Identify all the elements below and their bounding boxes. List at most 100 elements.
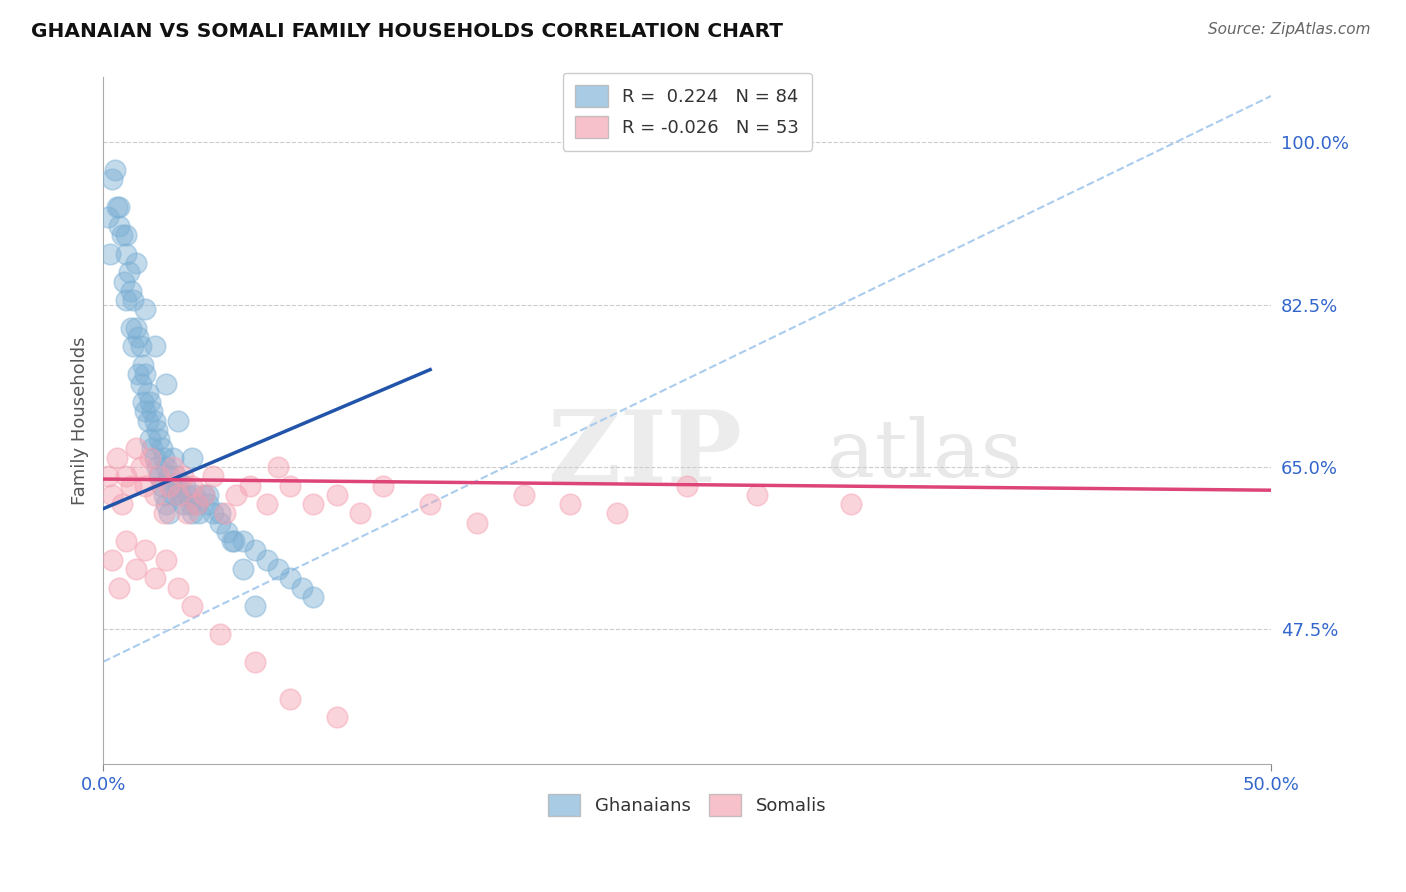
Point xyxy=(101,488,124,502)
Point xyxy=(197,488,219,502)
Point xyxy=(148,469,170,483)
Point xyxy=(132,358,155,372)
Point xyxy=(197,497,219,511)
Point xyxy=(179,497,201,511)
Point xyxy=(155,553,177,567)
Point xyxy=(183,488,205,502)
Point xyxy=(155,460,177,475)
Point xyxy=(180,507,202,521)
Point xyxy=(278,478,301,492)
Point xyxy=(122,293,145,307)
Point xyxy=(173,478,195,492)
Point xyxy=(125,321,148,335)
Point xyxy=(222,534,245,549)
Point xyxy=(167,581,190,595)
Point xyxy=(157,507,180,521)
Point xyxy=(373,478,395,492)
Point xyxy=(172,469,194,483)
Point xyxy=(157,478,180,492)
Point xyxy=(129,339,152,353)
Point xyxy=(127,330,149,344)
Point xyxy=(278,692,301,706)
Point xyxy=(150,478,173,492)
Point xyxy=(193,488,215,502)
Point xyxy=(325,488,347,502)
Point xyxy=(225,488,247,502)
Point xyxy=(134,368,156,382)
Point xyxy=(325,710,347,724)
Point xyxy=(143,488,166,502)
Point xyxy=(134,478,156,492)
Point xyxy=(157,469,180,483)
Point xyxy=(153,507,176,521)
Point xyxy=(143,450,166,465)
Point xyxy=(419,497,441,511)
Point xyxy=(153,450,176,465)
Point xyxy=(167,488,190,502)
Point xyxy=(115,534,138,549)
Point xyxy=(115,293,138,307)
Point xyxy=(167,414,190,428)
Point xyxy=(160,478,183,492)
Point xyxy=(115,246,138,260)
Point xyxy=(267,460,290,475)
Point xyxy=(125,442,148,456)
Point xyxy=(120,284,142,298)
Point xyxy=(676,478,699,492)
Point xyxy=(101,553,124,567)
Point xyxy=(139,395,162,409)
Point xyxy=(465,516,488,530)
Point xyxy=(167,478,190,492)
Point xyxy=(186,497,208,511)
Point xyxy=(747,488,769,502)
Point xyxy=(162,460,184,475)
Point xyxy=(162,450,184,465)
Point xyxy=(148,432,170,446)
Point xyxy=(108,200,131,214)
Point xyxy=(134,302,156,317)
Y-axis label: Family Households: Family Households xyxy=(72,336,89,505)
Point xyxy=(134,543,156,558)
Point xyxy=(108,219,131,233)
Point xyxy=(201,469,224,483)
Point xyxy=(139,432,162,446)
Point xyxy=(187,507,209,521)
Point xyxy=(136,385,159,400)
Point xyxy=(232,534,254,549)
Point xyxy=(139,450,162,465)
Point xyxy=(143,339,166,353)
Point xyxy=(176,507,198,521)
Point xyxy=(186,497,208,511)
Point xyxy=(97,469,120,483)
Text: atlas: atlas xyxy=(827,416,1022,494)
Point xyxy=(512,488,534,502)
Point xyxy=(172,497,194,511)
Point xyxy=(143,571,166,585)
Point xyxy=(155,376,177,391)
Point xyxy=(302,497,325,511)
Point xyxy=(560,497,582,511)
Point xyxy=(150,442,173,456)
Point xyxy=(105,200,128,214)
Point xyxy=(120,478,142,492)
Point xyxy=(267,562,290,576)
Point xyxy=(349,507,371,521)
Point xyxy=(165,469,187,483)
Point xyxy=(215,524,238,539)
Point xyxy=(153,488,176,502)
Point xyxy=(291,581,314,595)
Point xyxy=(193,488,215,502)
Point xyxy=(278,571,301,585)
Point xyxy=(162,488,184,502)
Point xyxy=(256,497,278,511)
Text: Source: ZipAtlas.com: Source: ZipAtlas.com xyxy=(1208,22,1371,37)
Point xyxy=(243,543,266,558)
Point xyxy=(127,368,149,382)
Point xyxy=(146,460,169,475)
Point xyxy=(101,172,124,186)
Point xyxy=(148,469,170,483)
Text: GHANAIAN VS SOMALI FAMILY HOUSEHOLDS CORRELATION CHART: GHANAIAN VS SOMALI FAMILY HOUSEHOLDS COR… xyxy=(31,22,783,41)
Point xyxy=(256,553,278,567)
Point xyxy=(136,414,159,428)
Point xyxy=(132,395,155,409)
